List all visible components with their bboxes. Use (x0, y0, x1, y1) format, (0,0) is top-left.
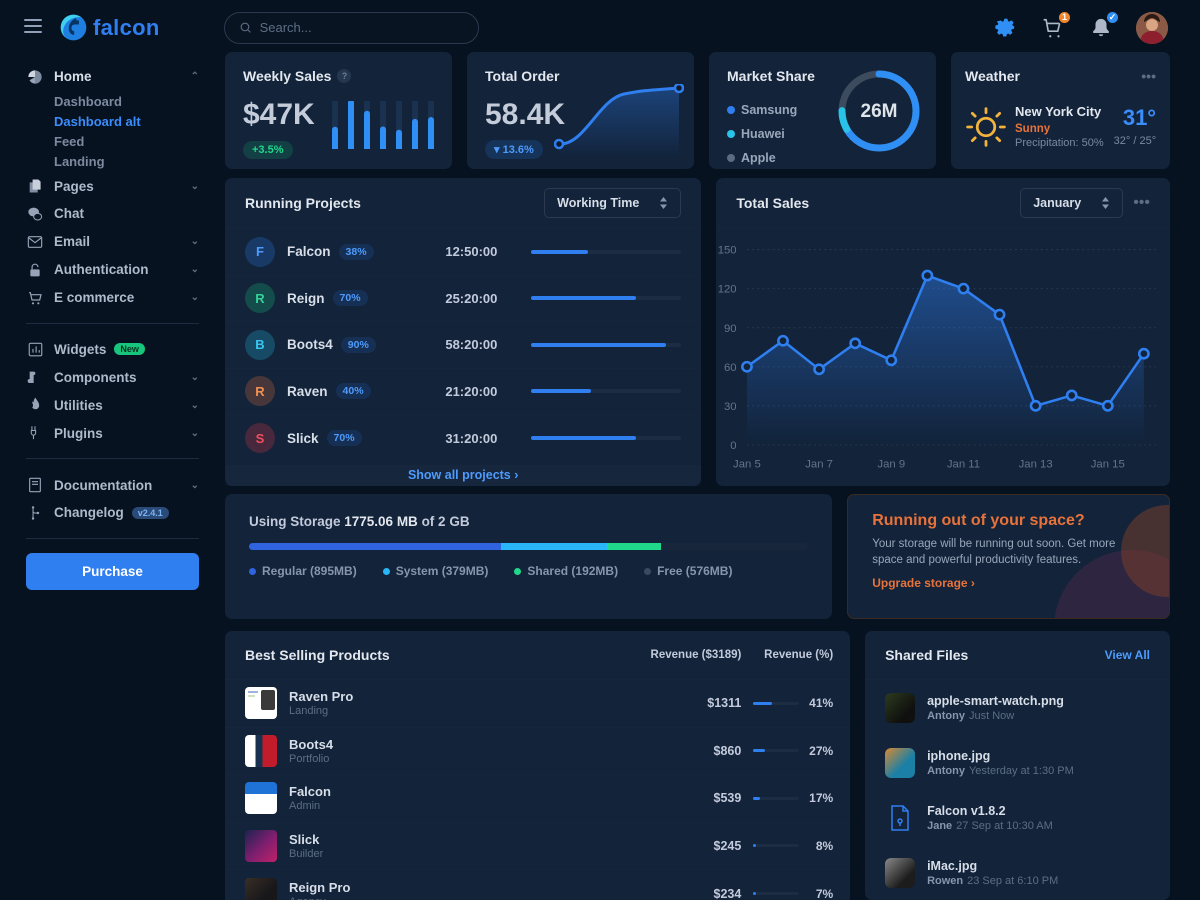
svg-text:60: 60 (724, 362, 737, 374)
svg-text:Jan 11: Jan 11 (947, 459, 980, 471)
svg-text:Jan 9: Jan 9 (878, 459, 906, 471)
svg-text:120: 120 (718, 284, 737, 296)
svg-text:Jan 13: Jan 13 (1019, 459, 1053, 471)
svg-text:150: 150 (718, 245, 737, 257)
svg-text:Jan 15: Jan 15 (1091, 459, 1125, 471)
svg-text:26M: 26M (861, 101, 898, 122)
svg-text:90: 90 (724, 323, 737, 335)
svg-text:Jan 7: Jan 7 (806, 459, 834, 471)
svg-text:30: 30 (724, 401, 737, 413)
svg-text:Jan 5: Jan 5 (733, 459, 761, 471)
svg-text:0: 0 (731, 440, 737, 452)
